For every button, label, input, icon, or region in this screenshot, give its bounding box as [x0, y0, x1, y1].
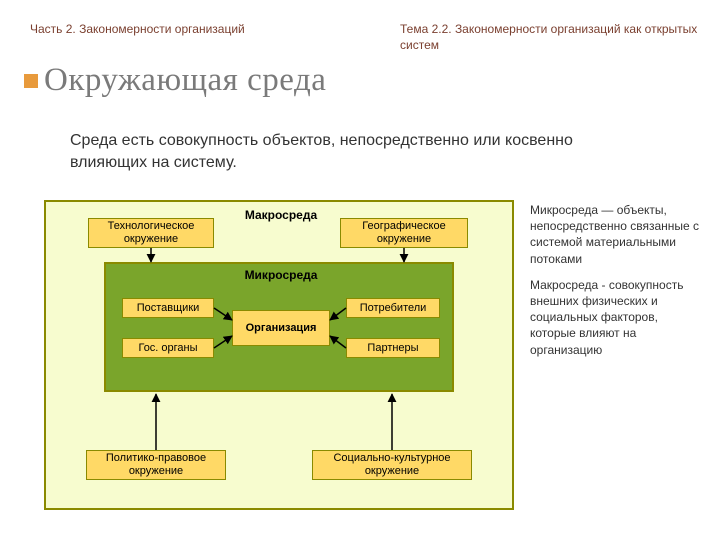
slide-title: Окружающая среда — [44, 62, 326, 99]
definition-text: Среда есть совокупность объектов, непоср… — [70, 130, 630, 173]
micro-definition: Микросреда — объекты, непосредственно св… — [530, 202, 705, 267]
arrows-layer — [44, 200, 514, 510]
header-left: Часть 2. Закономерности организаций — [30, 22, 245, 36]
macro-definition: Макросреда - совокупность внешних физиче… — [530, 277, 705, 358]
environment-diagram: Макросреда Микросреда Технологическое ок… — [44, 200, 514, 510]
title-bullet — [24, 74, 38, 88]
header-right: Тема 2.2. Закономерности организаций как… — [400, 22, 700, 53]
side-notes: Микросреда — объекты, непосредственно св… — [530, 202, 705, 368]
